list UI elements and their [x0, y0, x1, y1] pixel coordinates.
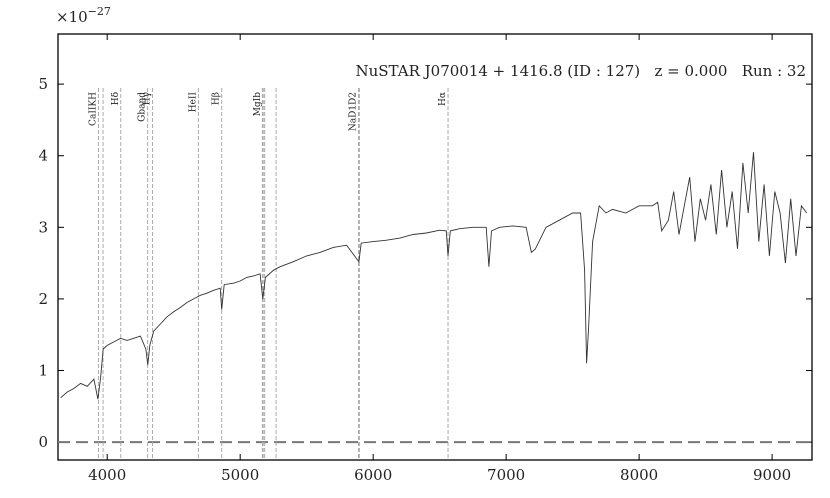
x-tick-label: 5000 [221, 466, 259, 484]
x-tick-label: 6000 [354, 466, 392, 484]
y-offset-label: ×10−27 [56, 5, 111, 26]
y-tick-label: 3 [38, 218, 48, 236]
y-tick-label: 2 [38, 290, 48, 308]
y-tick-label: 4 [38, 147, 48, 165]
x-tick-label: 9000 [753, 466, 791, 484]
x-tick-label: 8000 [620, 466, 658, 484]
y-tick-label: 1 [38, 362, 48, 380]
offset-exponent: −27 [88, 5, 111, 18]
feature-label: NaD1D2 [349, 92, 359, 131]
chart-title: NuSTAR J070014 + 1416.8 (ID : 127) z = 0… [356, 62, 807, 80]
x-tick-label: 4000 [88, 466, 126, 484]
feature-label: Hδ [111, 92, 121, 105]
feature-label: Hβ [212, 92, 222, 105]
feature-label: MgIb [253, 92, 263, 117]
y-tick-label: 5 [38, 75, 48, 93]
plot-frame [57, 33, 813, 461]
feature-label: Gband [138, 92, 148, 122]
feature-label: HeII [188, 92, 198, 113]
feature-label: CaIIKH [88, 92, 98, 126]
offset-base: ×10 [56, 8, 88, 26]
feature-label: Hα [438, 92, 448, 106]
spectrum-line [60, 152, 808, 400]
feature-label: Hγ [143, 92, 153, 105]
y-tick-label: 0 [38, 433, 48, 451]
x-tick-label: 7000 [487, 466, 525, 484]
